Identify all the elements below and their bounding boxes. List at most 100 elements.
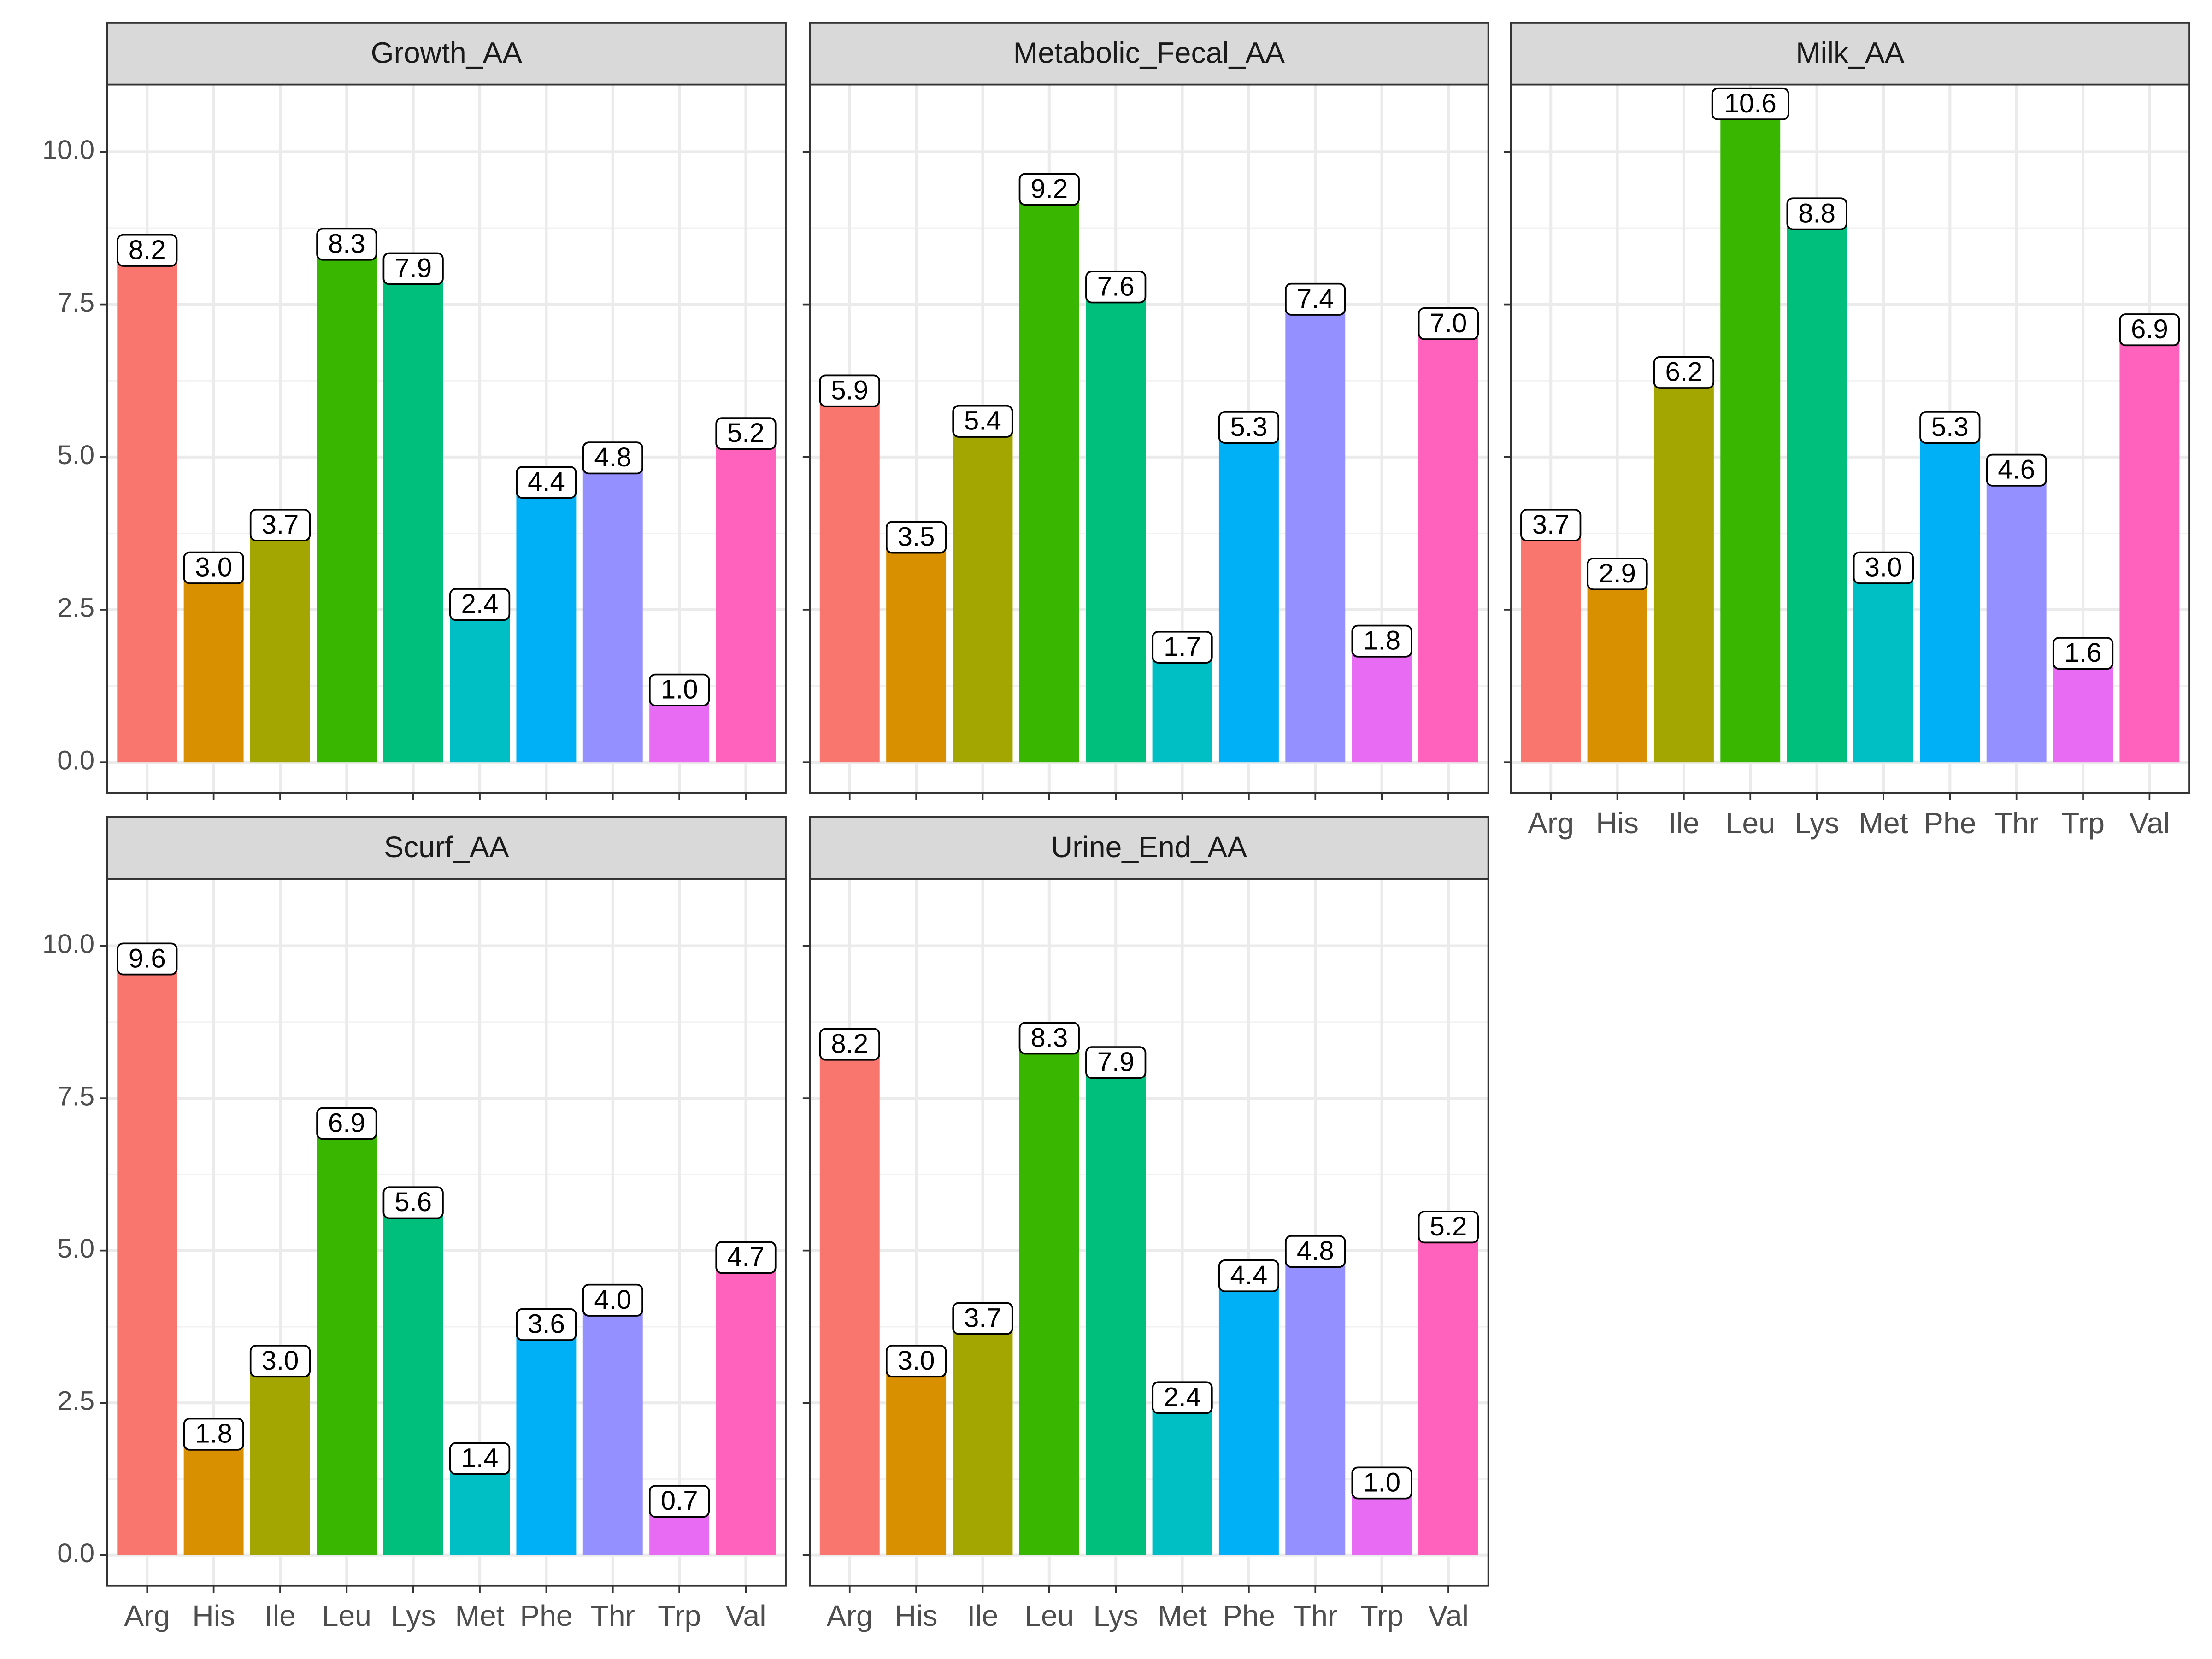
value-label: 6.9 [328,1108,365,1138]
x-tick-label: Lys [1093,1599,1138,1632]
value-label-box [819,1028,880,1061]
x-tick-label: Ile [967,1599,999,1632]
value-label-box [1520,509,1582,542]
value-label: 7.9 [394,253,432,283]
value-label-box [449,1442,511,1475]
value-label-box [1919,411,1981,444]
bar [819,1055,880,1555]
value-label: 1.7 [1164,632,1201,662]
value-label-box [1986,453,2047,487]
bar [250,1372,310,1555]
bar [819,402,880,763]
bar [1920,439,1980,763]
x-tick-label: Val [1428,1599,1469,1632]
value-label-box [1653,356,1715,389]
value-label-box [2052,637,2114,670]
strip [106,22,787,86]
value-label-box [649,673,710,706]
bar [953,432,1013,763]
value-label: 4.4 [1230,1260,1267,1290]
value-label: 5.3 [1230,412,1267,442]
bar [383,280,443,763]
value-label: 4.0 [594,1285,631,1315]
bar [1352,1494,1412,1555]
value-label-box [516,466,577,499]
value-label: 7.4 [1297,284,1334,314]
x-tick-label: Leu [1726,806,1775,840]
value-label-box [2119,313,2180,347]
value-label: 5.2 [727,418,765,448]
value-label-box [1711,87,1789,120]
strip-title: Growth_AA [371,36,523,69]
x-tick-label: His [192,1599,235,1632]
x-tick-label: Arg [827,1599,873,1632]
value-label-box [1587,557,1648,591]
bar [1587,585,1647,763]
x-tick-label: Met [1158,1599,1207,1632]
bar [1352,652,1412,763]
strip [809,816,1489,880]
bar [716,445,776,763]
strip [106,816,787,880]
value-label-box [1418,307,1479,340]
strip-title: Urine_End_AA [1051,830,1247,864]
x-tick-label: Thr [1994,806,2038,840]
bar [183,579,244,763]
x-tick-label: Leu [322,1599,371,1632]
bar [450,616,510,763]
bar [450,1470,510,1555]
value-label: 7.6 [1097,271,1135,301]
value-label-box [249,1345,311,1378]
bar [582,469,643,763]
value-label-box [819,374,880,407]
bar [1853,579,1913,763]
value-label: 1.0 [661,675,698,705]
value-label-box [582,1283,643,1317]
bar [582,1311,643,1555]
value-label: 9.2 [1030,174,1068,204]
bar [1787,225,1847,763]
value-label-box [1351,624,1412,658]
x-tick-label: Lys [391,1599,436,1632]
value-label-box [1285,282,1346,316]
y-tick-label: 0.0 [57,746,94,776]
x-tick-label: Trp [1360,1599,1404,1632]
value-label-box [117,942,178,976]
bar [250,536,310,763]
value-label-box [1351,1466,1412,1500]
bar [1986,481,2047,763]
value-label: 2.4 [1164,1382,1201,1412]
value-label-box [1786,197,1847,230]
x-tick-label: Met [455,1599,504,1632]
y-tick-label: 10.0 [42,929,94,959]
value-label: 5.2 [1430,1212,1467,1241]
value-label-box [449,588,511,621]
x-tick-label: Ile [1668,806,1700,840]
value-label-box [249,509,311,542]
value-label: 4.7 [727,1242,765,1272]
value-label: 4.8 [594,442,631,472]
value-label: 0.7 [661,1486,698,1516]
x-tick-label: Arg [124,1599,170,1632]
value-label-box [952,405,1013,438]
bar [1019,200,1079,763]
bar [317,255,377,763]
value-label: 7.9 [1097,1047,1135,1077]
value-label-box [1853,551,1914,584]
x-tick-label: Phe [520,1599,572,1632]
x-tick-label: Met [1859,806,1908,840]
value-label-box [516,1308,577,1341]
value-label: 2.4 [461,589,499,619]
value-label-box [649,1485,710,1518]
x-tick-label: Phe [1223,1599,1275,1632]
bar [1285,1263,1346,1555]
x-tick-label: Ile [265,1599,296,1632]
value-label: 8.3 [1030,1023,1068,1053]
bar [716,1269,776,1555]
value-label-box [1152,630,1213,664]
bar [1086,298,1146,763]
strip-title: Milk_AA [1796,36,1905,69]
value-label: 6.2 [1665,357,1702,387]
strip [1510,22,2190,86]
